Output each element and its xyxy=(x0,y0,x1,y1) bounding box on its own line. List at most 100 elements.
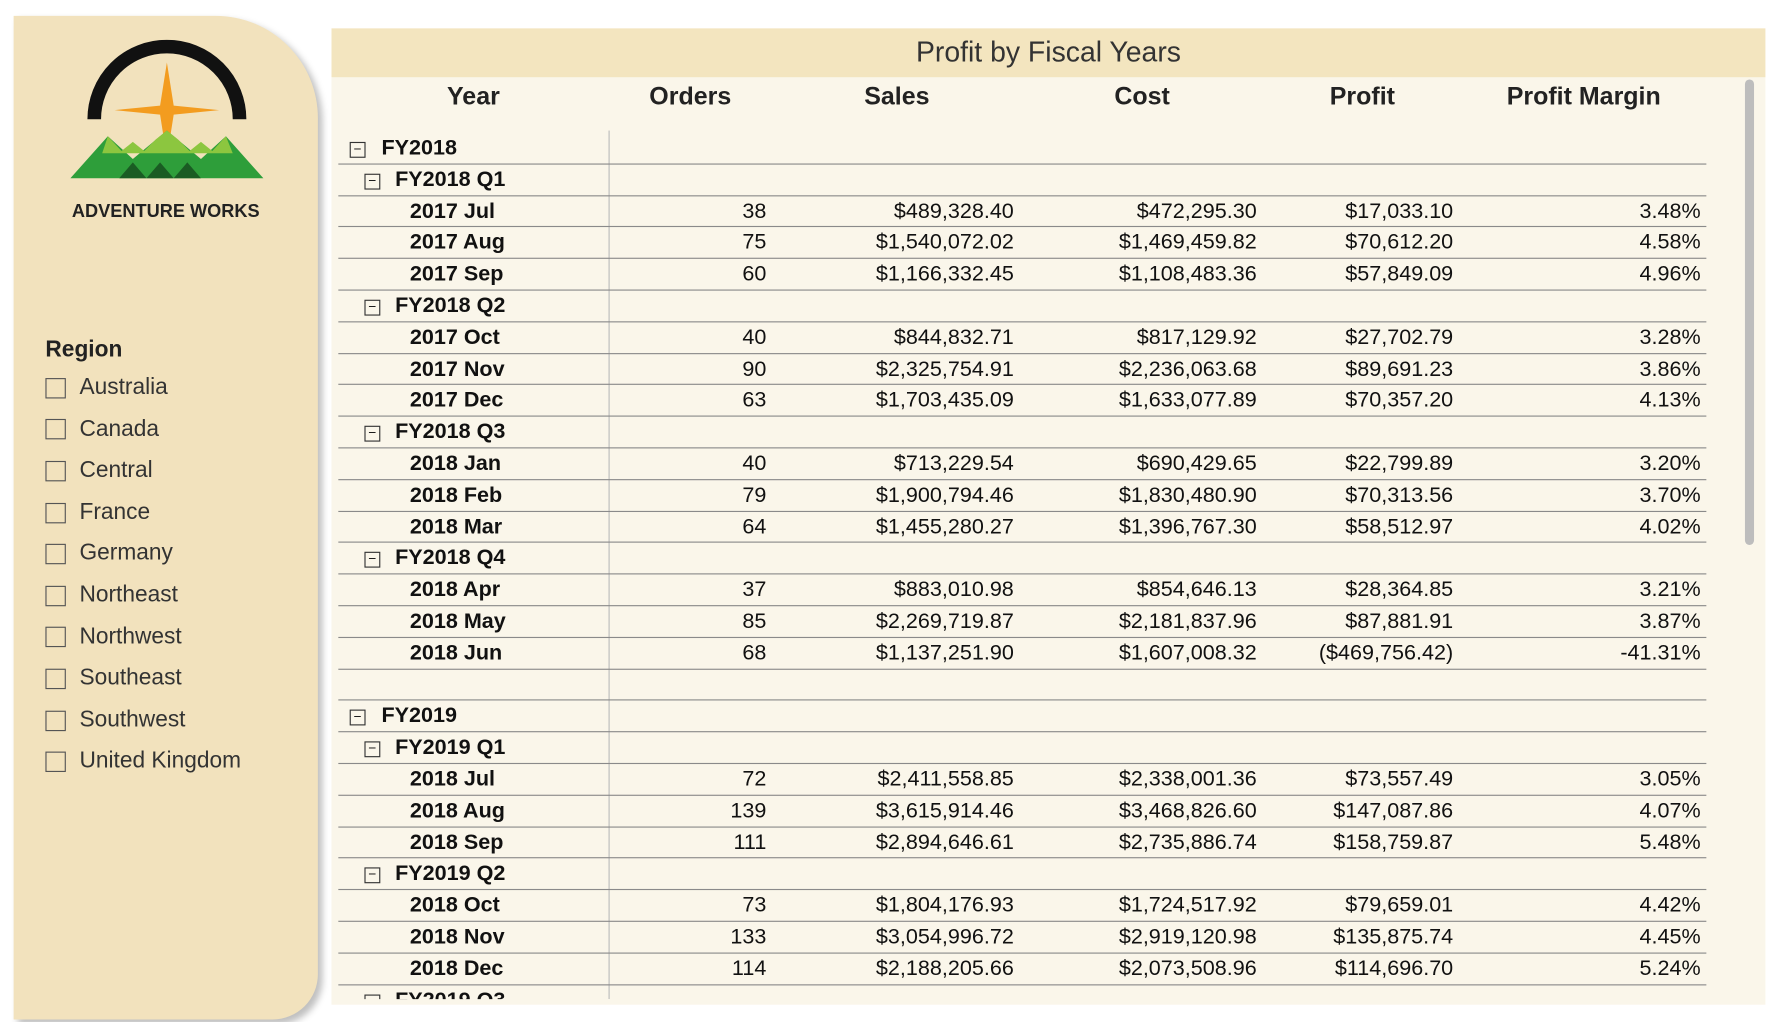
cell: 4.07% xyxy=(1639,799,1701,823)
collapse-toggle[interactable]: − xyxy=(364,994,381,1000)
cell: 60 xyxy=(742,262,767,287)
cell: $1,724,517.92 xyxy=(1118,893,1257,918)
cell: 4.02% xyxy=(1639,514,1701,539)
cell: $147,087.86 xyxy=(1333,799,1454,823)
filter-option[interactable]: France xyxy=(45,499,150,525)
filter-option[interactable]: Germany xyxy=(45,541,173,567)
cell: 4.58% xyxy=(1639,230,1701,255)
table-row: 2018 Nov 133 $3,054,996.72 $2,919,120.98 $13… xyxy=(338,922,1707,954)
month-label: 2018 Jun xyxy=(409,641,503,666)
collapse-toggle[interactable]: − xyxy=(349,141,366,158)
option-label: United Kingdom xyxy=(79,748,242,774)
filter-option[interactable]: United Kingdom xyxy=(45,749,241,775)
table-panel xyxy=(331,28,1766,1005)
cell: $2,236,063.68 xyxy=(1118,357,1257,381)
quarter-label: FY2018 Q3 xyxy=(395,420,506,445)
column-header[interactable]: Orders xyxy=(649,81,732,111)
cell: $1,703,435.09 xyxy=(875,388,1014,413)
checkbox[interactable] xyxy=(45,668,66,690)
filter-option[interactable]: Northwest xyxy=(45,624,182,650)
checkbox[interactable] xyxy=(45,419,66,440)
scrollbar[interactable] xyxy=(1744,79,1755,545)
month-label: 2018 Apr xyxy=(409,578,501,602)
table-row: 2018 Oct 73 $1,804,176.93 $1,724,517.92 $79,… xyxy=(338,890,1707,922)
collapse-toggle[interactable]: − xyxy=(364,425,381,442)
brand: ADVENTURE WORKS xyxy=(71,202,260,222)
cell: 64 xyxy=(742,514,767,539)
cell: $1,166,332.45 xyxy=(875,262,1014,287)
checkbox[interactable] xyxy=(45,585,66,606)
cell: $2,735,886.74 xyxy=(1118,830,1257,855)
month-label: 2018 May xyxy=(409,609,506,634)
collapse-toggle[interactable]: − xyxy=(349,710,366,726)
table-row: − FY2018 Q3 xyxy=(338,417,1707,449)
cell: 79 xyxy=(742,483,767,508)
checkbox[interactable] xyxy=(45,377,66,399)
cell: $2,919,120.98 xyxy=(1118,925,1257,950)
cell: 40 xyxy=(742,325,767,350)
table-row: 2018 Mar 64 $1,455,280.27 $1,396,767.30 $58,… xyxy=(338,512,1707,544)
cell: $27,702.79 xyxy=(1345,325,1454,350)
cell: 111 xyxy=(733,830,767,855)
column-header[interactable]: Sales xyxy=(864,81,930,111)
cell: -41.31% xyxy=(1620,641,1701,666)
month-label: 2017 Oct xyxy=(409,325,500,350)
cell: $1,469,459.82 xyxy=(1118,230,1257,255)
checkbox[interactable] xyxy=(45,543,66,565)
option-label: Canada xyxy=(79,416,160,442)
cell: $158,759.87 xyxy=(1333,830,1454,855)
table-row: 2018 Jun 68 $1,137,251.90 $1,607,008.32 ($46… xyxy=(338,638,1707,670)
column-header[interactable]: Cost xyxy=(1114,81,1170,111)
cell: 3.86% xyxy=(1639,357,1701,381)
collapse-toggle[interactable]: − xyxy=(364,742,381,758)
cell: 4.13% xyxy=(1639,388,1701,413)
column-header[interactable]: Profit xyxy=(1329,81,1395,111)
cell: $70,612.20 xyxy=(1345,230,1454,255)
collapse-toggle[interactable]: − xyxy=(364,552,381,569)
cell: 114 xyxy=(731,956,767,981)
table-row xyxy=(338,669,1707,701)
column-header[interactable]: Year xyxy=(447,81,500,111)
cell: $2,181,837.96 xyxy=(1118,609,1257,634)
table-row: − FY2019 Q1 xyxy=(338,732,1707,765)
collapse-toggle[interactable]: − xyxy=(364,867,381,884)
cell: 5.24% xyxy=(1639,956,1701,981)
collapse-toggle[interactable]: − xyxy=(364,299,381,316)
checkbox[interactable] xyxy=(45,502,66,523)
cell: $690,429.65 xyxy=(1136,451,1257,476)
cell: $1,804,176.93 xyxy=(875,893,1014,918)
quarter-label: FY2019 Q2 xyxy=(395,862,506,886)
quarter-label: FY2018 Q2 xyxy=(395,294,506,318)
checkbox[interactable] xyxy=(45,627,66,648)
sidebar xyxy=(13,15,318,1020)
cell: $2,325,754.91 xyxy=(875,357,1014,381)
year-label: FY2018 xyxy=(381,136,458,161)
filter-option[interactable]: Northeast xyxy=(45,582,178,608)
cell: $17,033.10 xyxy=(1345,199,1454,224)
filter-option[interactable]: Southeast xyxy=(45,665,182,691)
cell: $2,411,558.85 xyxy=(877,767,1014,792)
filter-option[interactable]: Canada xyxy=(45,416,159,442)
checkbox[interactable] xyxy=(45,751,66,773)
table-row: − FY2018 Q4 xyxy=(338,543,1707,575)
checkbox[interactable] xyxy=(45,710,66,731)
table-row: − FY2018 Q1 xyxy=(338,164,1707,196)
month-label: 2018 Feb xyxy=(409,483,503,508)
checkbox[interactable] xyxy=(45,460,66,482)
filter-option[interactable]: Australia xyxy=(45,375,168,401)
filter-option[interactable]: Southwest xyxy=(45,707,185,733)
table-row: 2018 Sep 111 $2,894,646.61 $2,735,886.74 $15… xyxy=(338,827,1707,859)
cell: $57,849.09 xyxy=(1345,262,1454,287)
quarter-label: FY2018 Q1 xyxy=(395,167,506,192)
cell: $3,054,996.72 xyxy=(875,925,1014,950)
cell: 68 xyxy=(742,641,767,666)
column-header[interactable]: Profit Margin xyxy=(1506,81,1661,111)
cell: $2,073,508.96 xyxy=(1118,956,1257,981)
filter-option[interactable]: Central xyxy=(45,458,153,484)
collapse-toggle[interactable]: − xyxy=(364,173,381,190)
cell: $1,900,794.46 xyxy=(875,483,1014,508)
cell: $114,696.70 xyxy=(1334,956,1454,981)
table-row: 2018 Jul 72 $2,411,558.85 $2,338,001.36 $73,… xyxy=(338,764,1707,796)
table-row: 2018 May 85 $2,269,719.87 $2,181,837.96 $87,… xyxy=(338,606,1707,638)
